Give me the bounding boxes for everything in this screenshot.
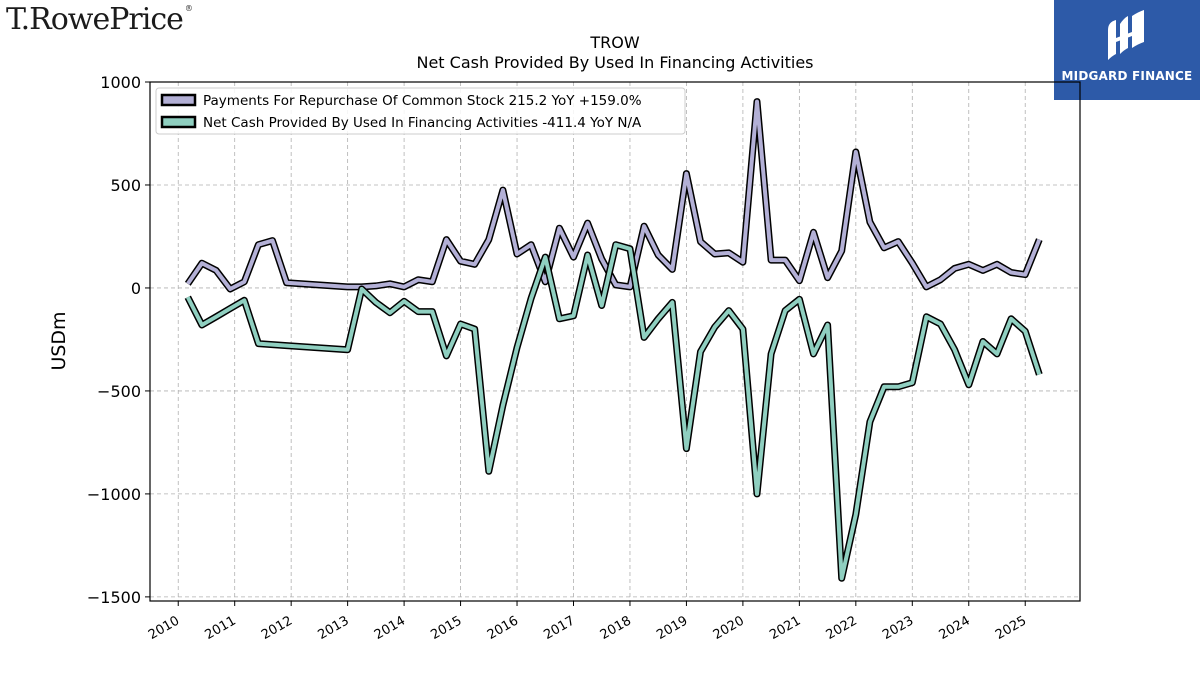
legend-label-1: Net Cash Provided By Used In Financing A… (203, 115, 642, 131)
legend-label-0: Payments For Repurchase Of Common Stock … (203, 93, 642, 109)
y-tick-label: 1000 (100, 73, 141, 92)
series-1-outline (184, 241, 1043, 582)
x-tick-label: 2017 (541, 613, 577, 643)
y-tick-label: −1500 (87, 588, 141, 607)
x-tick-label: 2019 (654, 613, 690, 643)
y-tick-label: −1000 (87, 485, 141, 504)
x-tick-label: 2013 (315, 613, 351, 643)
x-tick-label: 2020 (711, 613, 747, 643)
registered-mark: ® (184, 4, 193, 13)
x-tick-label: 2016 (485, 613, 521, 643)
x-tick-label: 2012 (259, 613, 295, 643)
y-tick-label: −500 (97, 382, 141, 401)
t-rowe-price-logo: T.RowePrice ® (6, 2, 193, 37)
legend: Payments For Repurchase Of Common Stock … (155, 87, 686, 135)
y-axis-label: USDm (48, 311, 70, 370)
y-tick-label: 500 (110, 176, 141, 195)
midgard-emblem-icon (1108, 10, 1144, 60)
x-tick-label: 2011 (203, 613, 239, 643)
x-tick-label: 2021 (767, 613, 803, 643)
x-tick-label: 2014 (372, 613, 408, 643)
series-1-line (186, 242, 1042, 581)
legend-frame (155, 87, 686, 135)
y-tick-label: 0 (131, 279, 141, 298)
x-tick-label: 2015 (428, 613, 464, 643)
legend-swatch-0 (160, 93, 197, 107)
x-tick-label: 2018 (598, 613, 634, 643)
x-tick-label: 2024 (937, 613, 973, 643)
x-tick-label: 2023 (880, 613, 916, 643)
legend-swatch-1 (160, 115, 197, 129)
x-tick-label: 2022 (824, 613, 860, 643)
midgard-finance-logo: MIDGARD FINANCE (1054, 0, 1200, 100)
plot-frame (149, 81, 1081, 602)
series-0-line (186, 99, 1042, 291)
x-tick-label: 2010 (146, 613, 182, 643)
chart-subtitle: Net Cash Provided By Used In Financing A… (416, 53, 813, 72)
midgard-finance-wordmark: MIDGARD FINANCE (1061, 69, 1193, 83)
x-tick-label: 2025 (993, 613, 1029, 643)
t-rowe-price-logo-text: T.RowePrice (6, 2, 184, 37)
chart-title: TROW (589, 33, 639, 52)
